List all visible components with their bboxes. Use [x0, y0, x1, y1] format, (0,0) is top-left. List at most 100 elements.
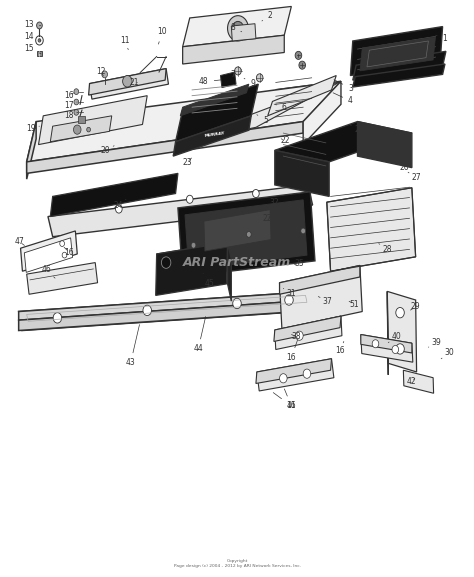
- Text: 48: 48: [199, 77, 221, 87]
- Text: 14: 14: [24, 32, 41, 41]
- Polygon shape: [387, 291, 388, 375]
- Circle shape: [74, 99, 79, 105]
- Circle shape: [372, 340, 379, 348]
- Text: 43: 43: [126, 325, 139, 367]
- Polygon shape: [48, 185, 313, 237]
- Text: 46: 46: [41, 265, 55, 278]
- Text: 16: 16: [287, 340, 298, 362]
- Polygon shape: [156, 242, 228, 295]
- Text: 19: 19: [27, 124, 39, 133]
- Circle shape: [396, 308, 404, 318]
- Circle shape: [62, 252, 67, 258]
- Polygon shape: [231, 24, 256, 41]
- Text: 20: 20: [101, 146, 114, 155]
- Polygon shape: [275, 122, 412, 162]
- Circle shape: [392, 346, 399, 354]
- Text: MURRAY: MURRAY: [204, 131, 225, 138]
- Text: 30: 30: [441, 349, 455, 359]
- Text: ARI PartStream: ARI PartStream: [183, 256, 291, 269]
- Text: 29: 29: [410, 302, 420, 312]
- Polygon shape: [27, 122, 36, 179]
- Circle shape: [74, 89, 79, 95]
- Circle shape: [60, 241, 64, 246]
- Polygon shape: [275, 151, 329, 196]
- Text: 16: 16: [64, 91, 74, 100]
- Text: 13: 13: [24, 20, 41, 29]
- Polygon shape: [353, 64, 445, 87]
- Polygon shape: [199, 81, 341, 139]
- Circle shape: [87, 128, 91, 132]
- Text: 26: 26: [397, 162, 410, 171]
- Text: 16: 16: [273, 392, 296, 410]
- Polygon shape: [353, 51, 446, 80]
- Circle shape: [299, 61, 306, 69]
- Polygon shape: [361, 335, 413, 362]
- Text: 34: 34: [275, 221, 288, 230]
- Circle shape: [295, 51, 302, 59]
- Polygon shape: [182, 35, 284, 64]
- Polygon shape: [275, 316, 342, 350]
- Polygon shape: [175, 84, 258, 142]
- Circle shape: [123, 76, 132, 87]
- Text: 41: 41: [284, 389, 296, 410]
- Polygon shape: [220, 72, 236, 88]
- Text: 42: 42: [407, 377, 417, 386]
- Text: 6: 6: [274, 103, 287, 113]
- Text: 16: 16: [64, 248, 74, 257]
- Polygon shape: [204, 209, 271, 251]
- Polygon shape: [280, 265, 360, 294]
- Polygon shape: [89, 69, 166, 95]
- Text: 21: 21: [129, 78, 139, 87]
- Text: 18: 18: [64, 111, 78, 121]
- Polygon shape: [38, 96, 147, 145]
- Text: 3: 3: [334, 80, 353, 93]
- Text: 23: 23: [182, 158, 191, 167]
- Polygon shape: [228, 242, 231, 301]
- Circle shape: [285, 295, 293, 305]
- Text: 38: 38: [292, 332, 301, 342]
- Text: 24: 24: [113, 199, 126, 210]
- Polygon shape: [403, 370, 434, 394]
- Polygon shape: [156, 242, 231, 271]
- Polygon shape: [50, 116, 112, 142]
- Text: 39: 39: [428, 338, 441, 347]
- Text: 27: 27: [408, 172, 421, 182]
- Polygon shape: [18, 291, 315, 320]
- Circle shape: [246, 231, 251, 237]
- Circle shape: [143, 305, 152, 316]
- Polygon shape: [387, 291, 417, 372]
- Polygon shape: [50, 173, 178, 216]
- Polygon shape: [357, 122, 412, 168]
- Polygon shape: [90, 69, 168, 99]
- Polygon shape: [178, 192, 315, 277]
- Text: 15: 15: [24, 44, 41, 54]
- Polygon shape: [360, 37, 436, 71]
- Circle shape: [303, 369, 311, 379]
- Text: 31: 31: [283, 288, 296, 298]
- Text: 9: 9: [244, 78, 255, 88]
- Text: 25: 25: [350, 125, 364, 134]
- Text: 37: 37: [318, 297, 333, 306]
- Polygon shape: [27, 81, 341, 162]
- Polygon shape: [24, 238, 73, 272]
- Circle shape: [301, 228, 306, 234]
- Polygon shape: [180, 84, 249, 116]
- Circle shape: [256, 74, 263, 82]
- Circle shape: [235, 67, 241, 75]
- Text: 40: 40: [388, 332, 401, 343]
- Polygon shape: [182, 6, 292, 47]
- Polygon shape: [256, 359, 331, 384]
- Circle shape: [36, 22, 42, 29]
- Polygon shape: [173, 116, 251, 156]
- Polygon shape: [280, 265, 362, 329]
- Text: 11: 11: [120, 36, 129, 50]
- Circle shape: [280, 374, 287, 383]
- Polygon shape: [18, 300, 315, 331]
- Circle shape: [161, 257, 171, 268]
- Polygon shape: [257, 359, 334, 391]
- Circle shape: [116, 205, 122, 213]
- Polygon shape: [327, 188, 416, 271]
- Text: 28: 28: [379, 243, 392, 254]
- Text: 4: 4: [333, 93, 353, 106]
- Circle shape: [296, 331, 303, 340]
